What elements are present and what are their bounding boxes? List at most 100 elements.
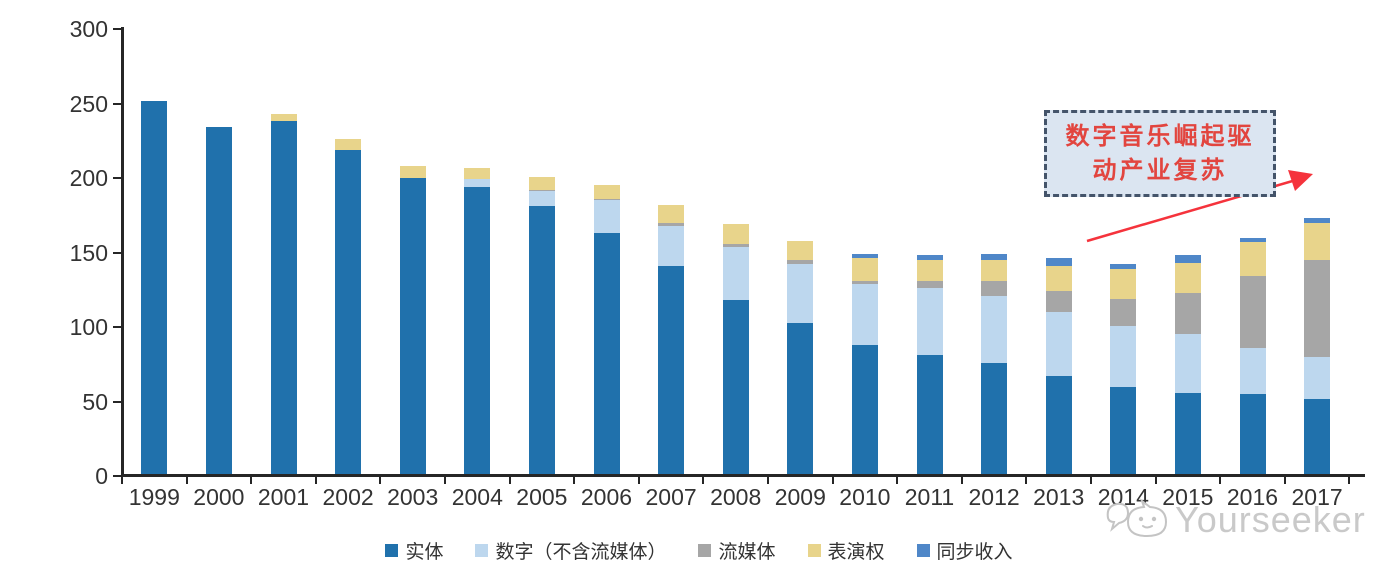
y-axis-tick (113, 475, 122, 477)
watermark-text: Yourseeker (1175, 499, 1366, 540)
legend-swatch-physical (385, 544, 399, 557)
x-axis-tick (121, 477, 123, 484)
x-axis-label: 2012 (968, 484, 1020, 510)
y-axis-tick-label: 50 (82, 388, 108, 415)
y-axis-tick-label: 100 (69, 314, 108, 340)
y-axis-tick-label: 250 (69, 90, 108, 117)
bar-segment-digital (658, 225, 685, 266)
y-axis-tick (113, 28, 122, 30)
x-axis-label: 2005 (516, 484, 568, 510)
bar-segment-digital (1239, 347, 1266, 395)
y-axis-tick-label: 0 (95, 463, 108, 489)
bar-segment-performance (851, 258, 878, 281)
x-axis-tick (379, 477, 382, 484)
bar-segment-sync (1304, 218, 1331, 223)
bar-segment-physical (981, 362, 1008, 476)
bar-segment-physical (593, 233, 620, 476)
x-axis-tick (314, 477, 317, 484)
bar-segment-streaming (1110, 298, 1137, 326)
bar-segment-digital (1174, 334, 1201, 393)
bar-segment-digital (787, 264, 814, 323)
legend-item-streaming: 流媒体 (698, 537, 776, 564)
bar-segment-streaming (787, 259, 814, 265)
bar-segment-performance (722, 224, 749, 244)
x-axis-label: 2010 (839, 484, 891, 510)
x-axis-tick (573, 477, 576, 484)
x-axis-label: 2007 (645, 484, 697, 510)
bar-segment-digital (722, 246, 749, 301)
x-axis-label: 2008 (710, 484, 762, 510)
annotation-text-line1: 数字音乐崛起驱 (1065, 122, 1255, 150)
bar-segment-sync (1110, 264, 1137, 269)
x-axis-tick (896, 477, 899, 484)
x-axis-tick (1154, 477, 1157, 484)
bar-segment-streaming (916, 280, 943, 289)
x-axis-label: 2004 (451, 484, 503, 510)
bar-segment-sync (916, 255, 943, 260)
annotation-callout: 数字音乐崛起驱 动产业复苏 (1044, 110, 1276, 197)
bar-segment-physical (1239, 394, 1266, 476)
annotation-text-line2: 动产业复苏 (1092, 156, 1228, 184)
x-axis-tick (767, 477, 769, 484)
bar-segment-physical (528, 206, 555, 476)
bar-segment-streaming (722, 243, 749, 247)
bar-segment-performance (464, 167, 491, 180)
x-axis-tick (250, 477, 253, 484)
bar-segment-sync (1239, 237, 1266, 243)
bar-segment-performance (528, 176, 555, 190)
bar-segment-physical (141, 100, 168, 476)
y-axis-tick (113, 177, 122, 179)
bar-segment-streaming (1239, 276, 1266, 348)
x-axis-label: 2001 (257, 484, 310, 510)
bar-segment-performance (658, 204, 685, 223)
x-axis-tick (637, 477, 640, 484)
x-axis-tick (444, 477, 446, 484)
bar-segment-performance (399, 166, 426, 178)
bar-segment-digital (464, 179, 491, 187)
x-axis-label: 2011 (904, 484, 955, 510)
x-axis-tick (185, 477, 188, 484)
y-axis-tick-label: 150 (69, 239, 108, 266)
legend-swatch-digital (475, 544, 489, 557)
bar-segment-physical (1304, 398, 1331, 476)
bar-segment-streaming (1304, 259, 1331, 357)
legend-swatch-sync (916, 544, 930, 557)
bar-segment-performance (981, 259, 1008, 281)
bar-segment-physical (205, 127, 232, 476)
bar-segment-sync (1174, 255, 1201, 263)
bar-segment-physical (399, 178, 426, 476)
bar-segment-performance (1174, 262, 1201, 293)
x-axis-label: 2015 (1162, 484, 1214, 510)
x-axis-label: 2016 (1226, 484, 1279, 510)
bar-segment-physical (787, 322, 814, 476)
x-axis-tick (831, 477, 834, 484)
bar-segment-streaming (1045, 291, 1072, 313)
y-axis-line (121, 27, 124, 477)
legend-label: 同步收入 (936, 542, 1013, 563)
x-axis-tick (1348, 477, 1351, 484)
watermark: Yourseeker (1104, 496, 1366, 544)
bar-segment-sync (981, 253, 1008, 260)
x-axis-tick (1219, 477, 1222, 484)
legend-swatch-performance (807, 544, 821, 557)
y-axis-tick (113, 251, 122, 254)
yourseeker-logo-icon (1106, 498, 1168, 538)
x-axis-label: 2002 (322, 484, 374, 510)
bar-segment-physical (335, 149, 362, 476)
bar-segment-physical (1045, 376, 1072, 476)
bar-segment-performance (1110, 268, 1137, 299)
bar-segment-digital (1304, 356, 1331, 399)
legend: 实体 数字（不含流媒体） 流媒体 表演权 同步收入 (64, 537, 1334, 564)
y-axis-tick-label: 300 (69, 16, 108, 42)
bar-segment-digital (593, 200, 620, 234)
x-axis-label: 1999 (128, 484, 180, 510)
x-axis-line (121, 474, 1365, 477)
legend-label: 实体 (405, 542, 444, 563)
bar-segment-digital (528, 191, 555, 207)
x-axis-tick (1090, 477, 1092, 484)
bar-segment-physical (1174, 392, 1201, 476)
x-axis-tick (1283, 477, 1286, 484)
bar-segment-digital (916, 288, 943, 356)
y-axis-tick (113, 326, 122, 328)
